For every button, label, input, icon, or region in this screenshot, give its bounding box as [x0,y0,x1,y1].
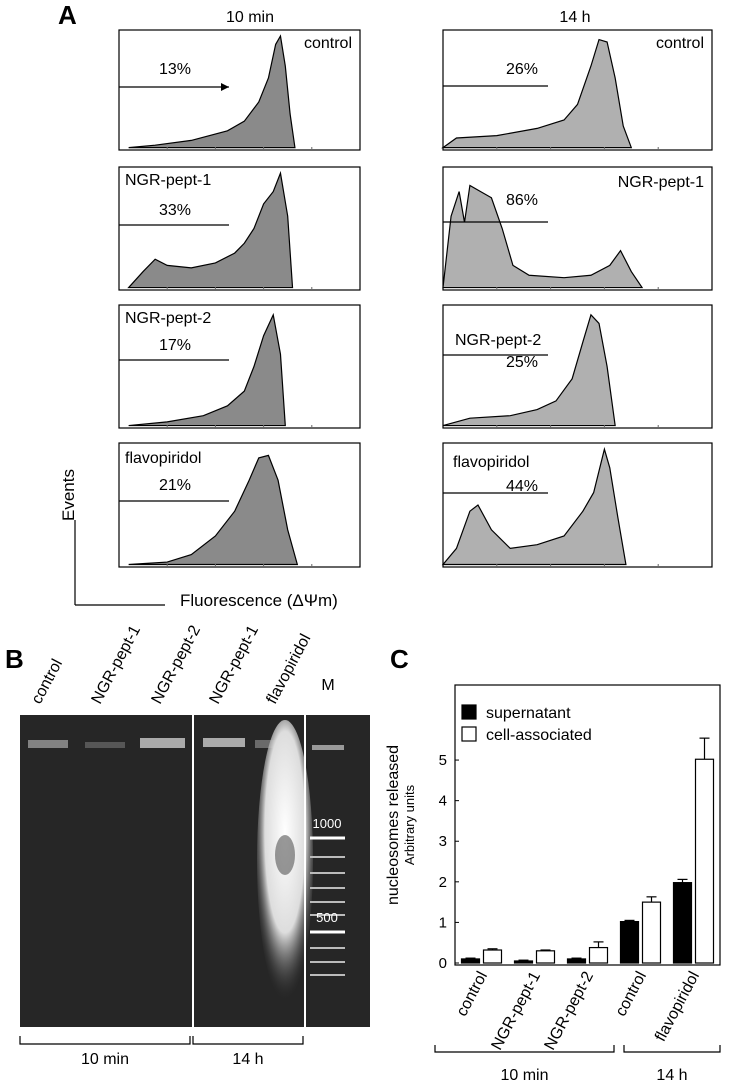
bar [588,946,609,964]
gate-percent: 25% [506,354,538,371]
marker-label: 500 [316,910,338,925]
histogram-panel: control 26% [443,29,713,151]
plot-frame [454,684,721,966]
bar [460,958,481,964]
histogram-panel: flavopiridol 44% [443,442,713,568]
group-label: 10 min [81,1051,129,1068]
bar [641,901,662,964]
group-bracket [623,1045,721,1053]
plot-label: control [304,35,352,52]
bar [482,949,503,964]
bar [619,920,640,964]
y-sublabel: Arbitrary units [402,784,417,865]
legend-swatch [461,726,477,742]
bar [694,758,715,964]
gate-percent: 33% [159,202,191,219]
x-label: Fluorescence (ΔΨm) [180,591,338,610]
y-tick-label: 0 [439,955,447,972]
y-label: Events [59,469,78,521]
gate-percent: 17% [159,337,191,354]
panel-label: B [5,644,24,674]
legend-label: supernatant [486,705,571,722]
y-tick-label: 1 [439,914,447,931]
histogram-panel: control 13% [118,29,361,151]
histogram [443,315,615,426]
histogram [443,449,626,564]
histogram-panel: flavopiridol 21% [118,442,361,568]
gate-percent: 44% [506,478,538,495]
group-label: 14 h [656,1067,687,1084]
gate-percent: 26% [506,61,538,78]
group-brackets [19,1036,304,1045]
histogram-panel: NGR-pept-1 33% [118,166,361,291]
plot-label: control [656,35,704,52]
panel-label: A [58,0,77,30]
y-tick-label: 5 [439,752,447,769]
gate-percent: 21% [159,477,191,494]
column-title: 14 h [559,9,590,26]
plot-label: flavopiridol [453,454,529,471]
histogram-panel: NGR-pept-1 86% [443,166,713,291]
y-tick-label: 4 [439,793,447,810]
lane-label: M [321,677,334,694]
gate-percent: 13% [159,61,191,78]
y-tick-label: 3 [439,833,447,850]
marker-label: 1000 [313,816,342,831]
group-label: 10 min [500,1067,548,1084]
legend-swatch [461,704,477,720]
gel-bands [28,715,345,1027]
column-title: 10 min [226,9,274,26]
y-tick-label: 2 [439,874,447,891]
plot-label: NGR-pept-2 [455,332,541,349]
legend-label: cell-associated [486,727,592,744]
histogram-panel: NGR-pept-2 25% [443,304,713,429]
plot-label: flavopiridol [125,450,201,467]
histogram [129,36,295,148]
histogram-panel: NGR-pept-2 17% [118,304,361,429]
bar [513,960,534,964]
bar [566,958,587,964]
histogram [129,455,298,564]
y-label: nucleosomes released [385,745,402,905]
arrow-head [221,83,229,91]
group-bracket [434,1045,615,1053]
plot-label: NGR-pept-1 [125,172,211,189]
histogram [129,315,286,426]
histogram [443,185,642,287]
bar [672,882,693,964]
bar [535,950,556,964]
gel [20,715,370,1027]
panel-label: C [390,644,409,674]
plot-label: NGR-pept-2 [125,310,211,327]
plot-label: NGR-pept-1 [618,174,704,191]
axis-arrows [74,520,165,606]
histogram [443,40,631,148]
gate-percent: 86% [506,192,538,209]
histogram [129,173,293,287]
group-label: 14 h [232,1051,263,1068]
